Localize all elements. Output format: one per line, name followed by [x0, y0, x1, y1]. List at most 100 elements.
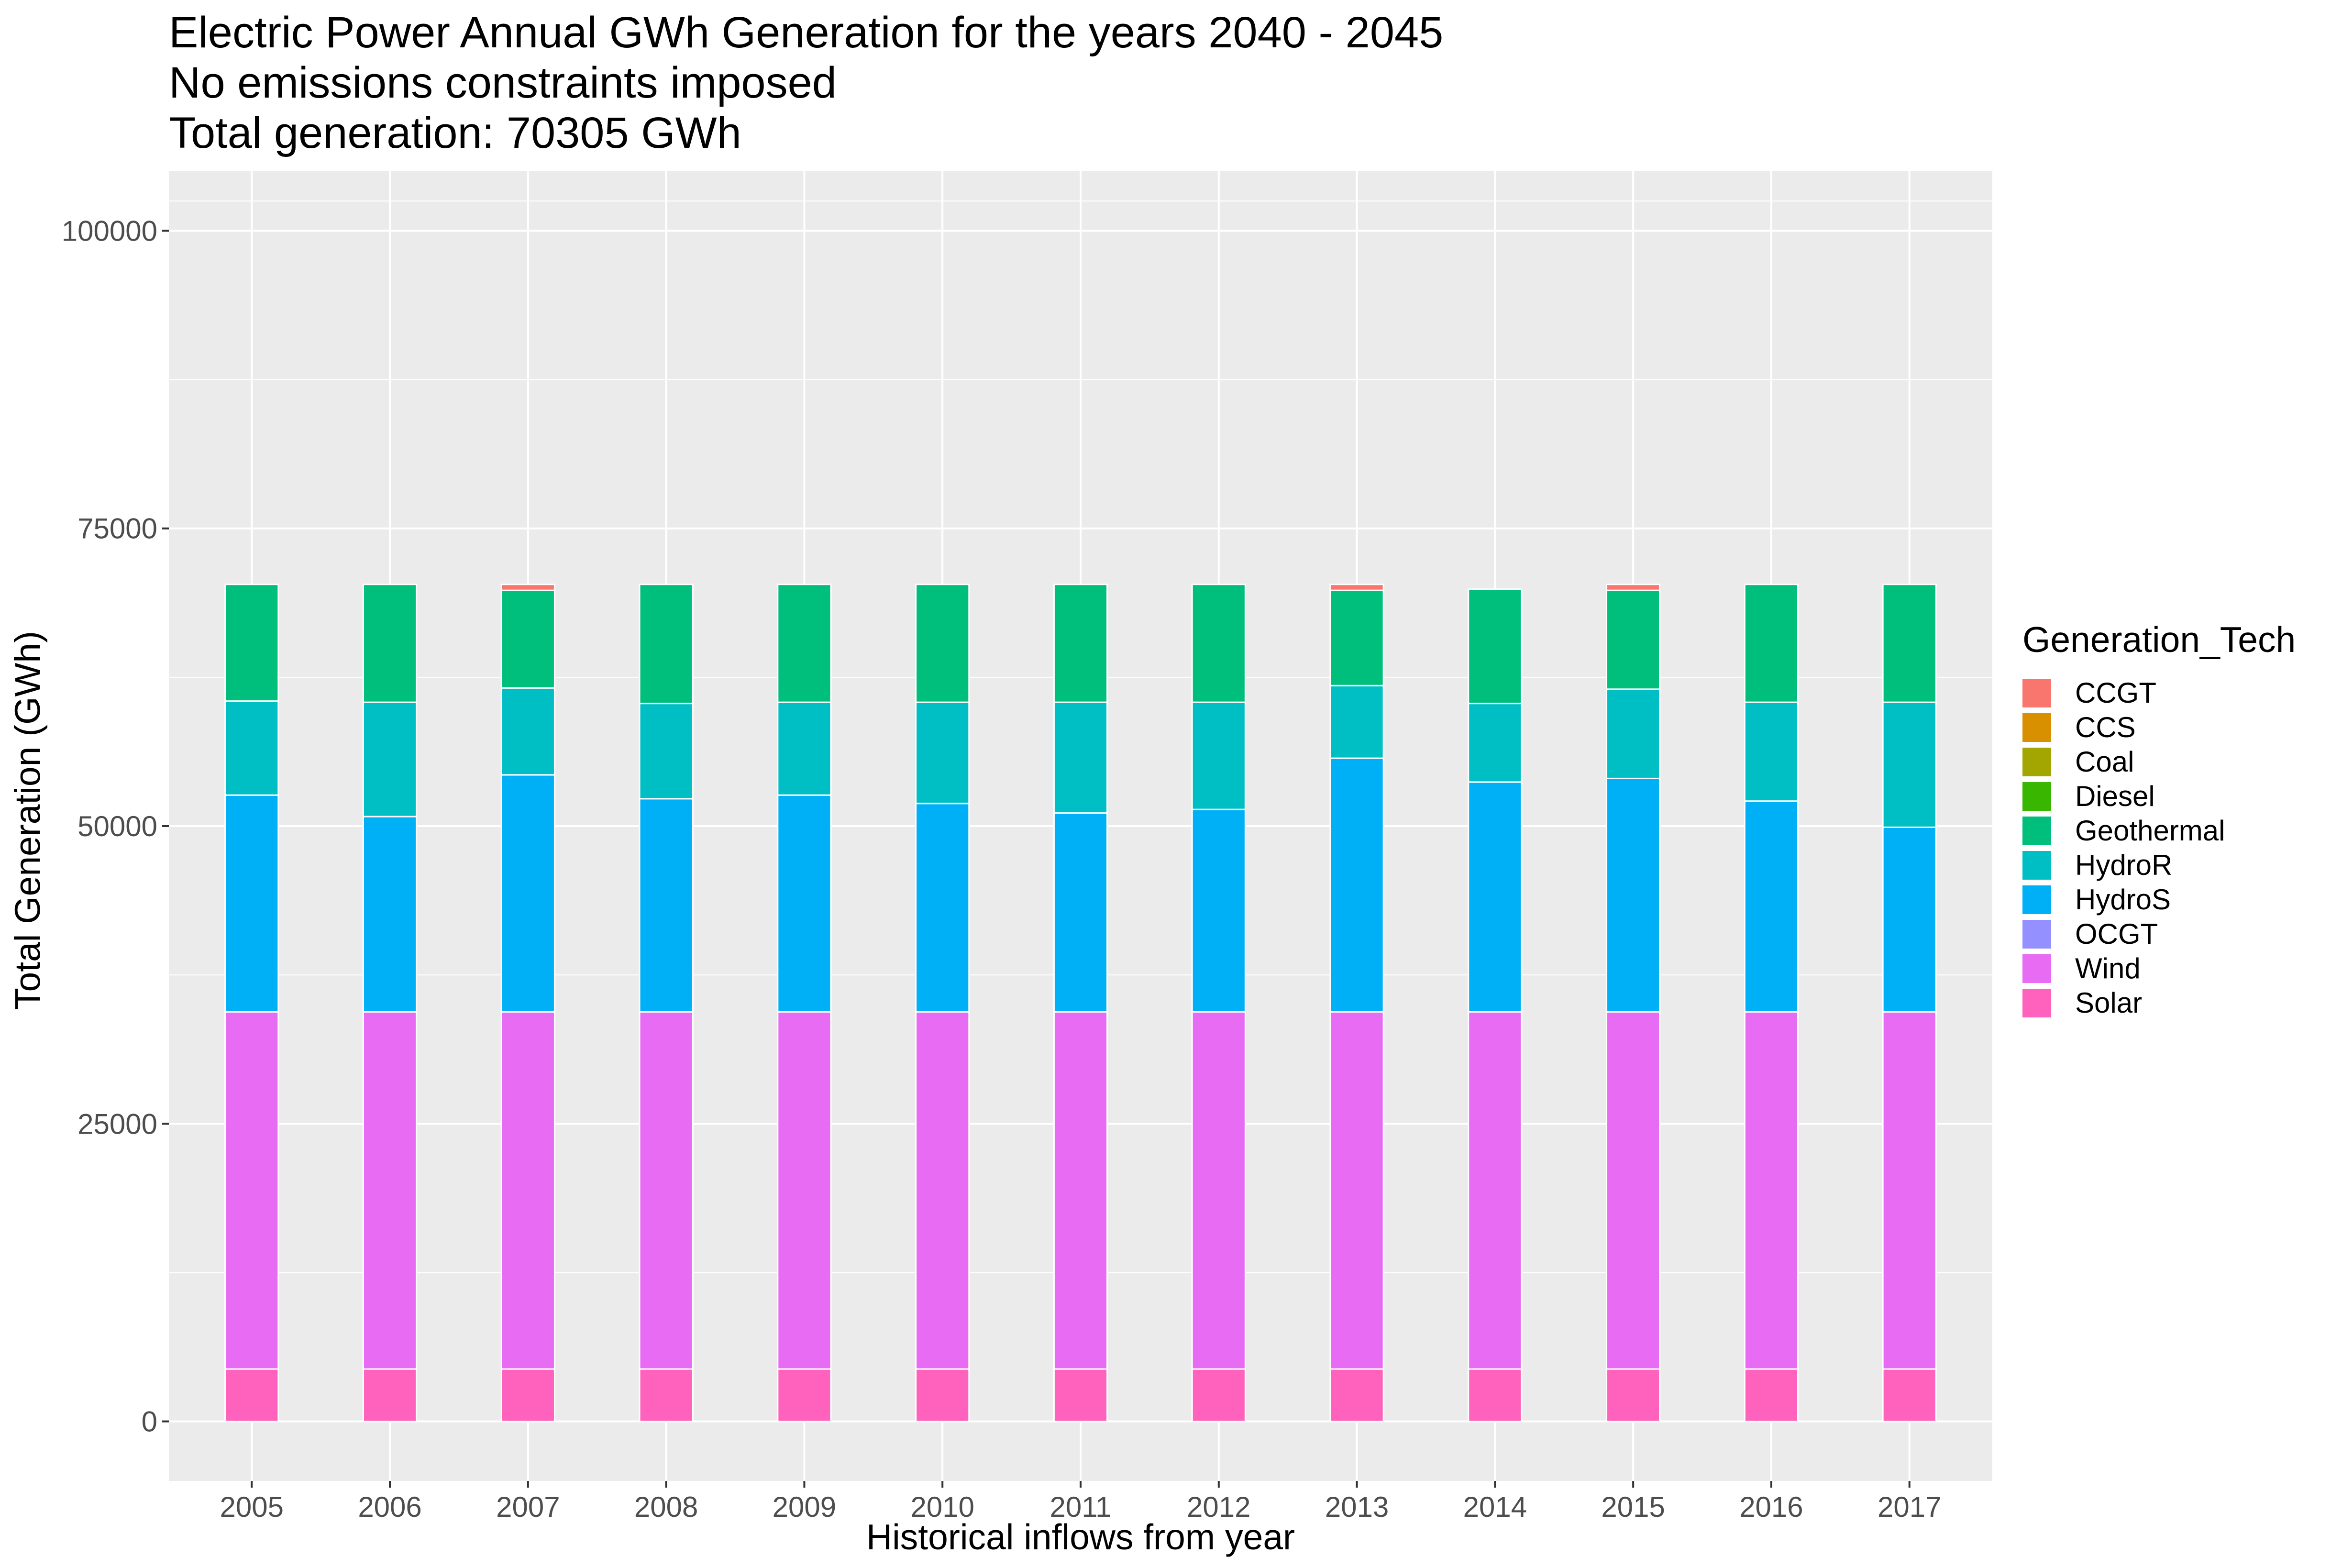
legend-item-hydror: HydroR — [2022, 848, 2296, 883]
bar-segment-geothermal — [1329, 589, 1384, 686]
y-tick-label: 0 — [142, 1406, 157, 1438]
bar-segment-geothermal — [1053, 584, 1108, 703]
legend-swatch — [2022, 748, 2051, 776]
x-tick-label: 2007 — [496, 1491, 560, 1523]
bar-segment-ccgt — [1329, 584, 1384, 591]
bar-segment-wind — [1329, 1011, 1384, 1370]
y-axis-label: Total Generation (GWh) — [7, 631, 48, 1010]
legend-swatch — [2022, 989, 2051, 1017]
chart-title-line-2: No emissions constraints imposed — [169, 58, 837, 107]
x-tick-label: 2011 — [1049, 1491, 1111, 1523]
bar-segment-geothermal — [639, 584, 694, 705]
bar-segment-solar — [1053, 1368, 1108, 1423]
bar-segment-hydror — [915, 701, 970, 805]
chart-title-line-1: Electric Power Annual GWh Generation for… — [169, 8, 1444, 57]
x-tick-label: 2005 — [220, 1491, 284, 1523]
bar-segment-hydros — [1468, 781, 1523, 1013]
bar-segment-wind — [1468, 1011, 1523, 1370]
bar-segment-solar — [777, 1368, 832, 1423]
bar-segment-solar — [1606, 1368, 1661, 1423]
bar-segment-hydror — [1606, 688, 1661, 779]
bar-segment-geothermal — [224, 584, 279, 702]
bar-segment-wind — [1744, 1011, 1799, 1370]
legend-label: Coal — [2075, 746, 2134, 778]
x-tick-label: 2010 — [910, 1491, 974, 1523]
legend-item-ccs: CCS — [2022, 710, 2296, 745]
legend-item-solar: Solar — [2022, 986, 2296, 1020]
x-axis-label: Historical inflows from year — [866, 1517, 1295, 1557]
bar-segment-wind — [1606, 1011, 1661, 1370]
legend-label: OCGT — [2075, 918, 2158, 950]
legend-swatch — [2022, 679, 2051, 707]
bar-segment-hydros — [1744, 800, 1799, 1013]
bar-segment-hydros — [777, 794, 832, 1013]
legend-label: CCGT — [2075, 677, 2156, 709]
bar-segment-solar — [1468, 1368, 1523, 1423]
x-tick-label: 2006 — [358, 1491, 421, 1523]
bar-segment-hydror — [500, 687, 555, 776]
bar-segment-hydror — [224, 700, 279, 796]
bar-segment-hydror — [1882, 701, 1937, 828]
bar-segment-hydros — [639, 798, 694, 1013]
legend-label: CCS — [2075, 711, 2136, 743]
x-tick-label: 2009 — [773, 1491, 836, 1523]
bar-segment-hydros — [224, 794, 279, 1013]
x-tick-label: 2015 — [1601, 1491, 1665, 1523]
legend-label: Diesel — [2075, 780, 2155, 812]
bar-segment-solar — [362, 1368, 418, 1423]
bar-segment-solar — [915, 1368, 970, 1423]
bar-segment-geothermal — [1468, 588, 1523, 705]
x-tick-label: 2017 — [1878, 1491, 1941, 1523]
bar-segment-wind — [639, 1011, 694, 1370]
legend: Generation_Tech CCGT CCS Coal Diesel Geother… — [2022, 622, 2296, 1020]
bar-segment-hydros — [1882, 826, 1937, 1013]
legend-items: CCGT CCS Coal Diesel Geothermal HydroR HydroS O… — [2022, 676, 2296, 1020]
bar-segment-solar — [1744, 1368, 1799, 1423]
x-axis: 2005 2006 2007 2008 2009 2010 2011 2012 2013 2014… — [220, 1481, 1941, 1523]
y-tick-label: 50000 — [77, 810, 157, 842]
bar-segment-solar — [500, 1368, 555, 1423]
bar-segment-hydror — [1744, 701, 1799, 802]
bar-segment-solar — [224, 1368, 279, 1423]
bar-segment-wind — [1191, 1011, 1246, 1370]
bar-segment-hydros — [915, 803, 970, 1013]
bar-segment-solar — [1882, 1368, 1937, 1423]
bar-segment-solar — [1191, 1368, 1246, 1423]
legend-item-hydros: HydroS — [2022, 883, 2296, 917]
legend-swatch — [2022, 851, 2051, 880]
legend-item-ccgt: CCGT — [2022, 676, 2296, 710]
legend-label: HydroR — [2075, 849, 2173, 881]
x-tick-label: 2008 — [634, 1491, 698, 1523]
x-tick-label: 2012 — [1187, 1491, 1250, 1523]
bar-segment-geothermal — [915, 584, 970, 703]
legend-item-geothermal: Geothermal — [2022, 814, 2296, 848]
legend-label: Solar — [2075, 987, 2143, 1019]
legend-item-diesel: Diesel — [2022, 779, 2296, 814]
legend-swatch — [2022, 885, 2051, 914]
bar-segment-geothermal — [1191, 584, 1246, 703]
y-tick-label: 75000 — [77, 513, 157, 545]
legend-swatch — [2022, 954, 2051, 983]
bar-segment-hydros — [1606, 777, 1661, 1013]
bar-segment-hydror — [1191, 701, 1246, 810]
bar-segment-wind — [915, 1011, 970, 1370]
legend-title: Generation_Tech — [2022, 619, 2296, 660]
bar-segment-solar — [1329, 1368, 1384, 1423]
bar-segment-geothermal — [777, 584, 832, 703]
legend-label: HydroS — [2075, 883, 2171, 916]
y-tick-label: 25000 — [77, 1108, 157, 1140]
x-tick-label: 2016 — [1739, 1491, 1803, 1523]
bar-segment-geothermal — [362, 584, 418, 703]
legend-swatch — [2022, 817, 2051, 845]
bar-segment-ccgt — [1606, 584, 1661, 591]
bar-segment-wind — [1053, 1011, 1108, 1370]
bar-segment-hydror — [1468, 703, 1523, 783]
bar-segment-geothermal — [500, 589, 555, 689]
bar-segment-hydror — [777, 701, 832, 796]
bar-segment-hydros — [1191, 808, 1246, 1013]
bar-segment-hydror — [362, 701, 418, 817]
legend-item-wind: Wind — [2022, 951, 2296, 986]
bar-segment-geothermal — [1744, 584, 1799, 703]
bar-segment-ccgt — [500, 584, 555, 591]
bar-segment-hydros — [500, 774, 555, 1013]
